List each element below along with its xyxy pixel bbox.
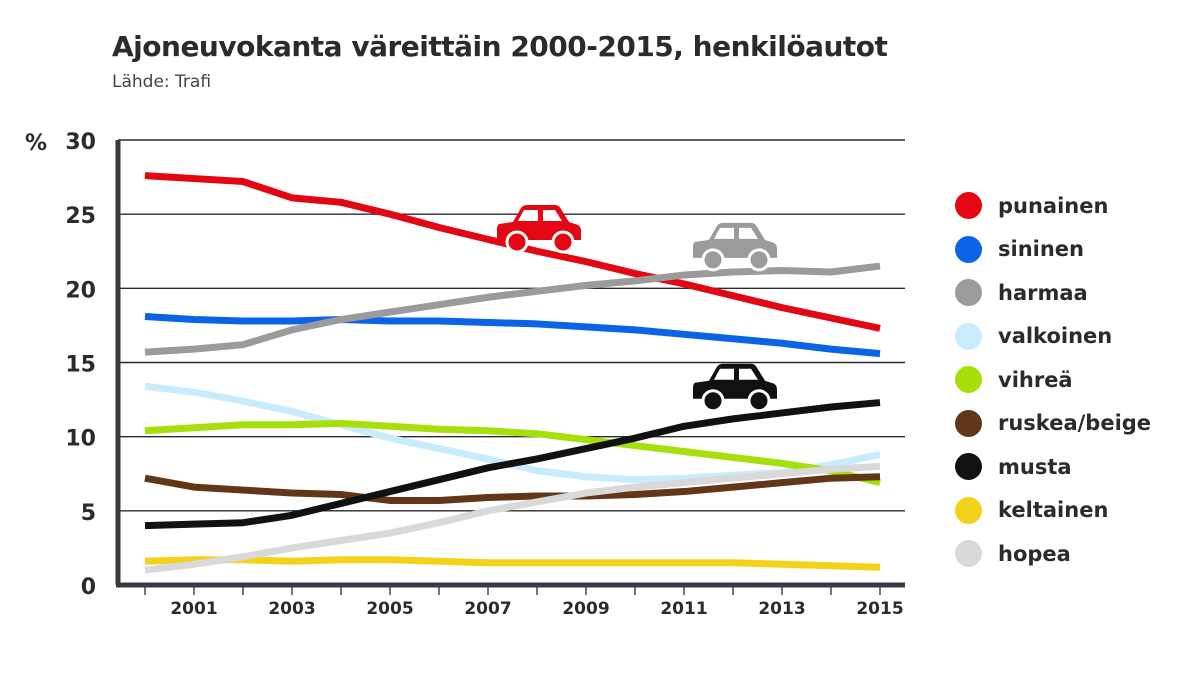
legend-swatch	[955, 496, 982, 524]
legend-swatch	[955, 453, 982, 481]
x-tick-label: 2003	[268, 599, 315, 619]
legend-swatch	[955, 322, 982, 350]
series-line-ruskea-beige	[144, 473, 881, 504]
legend-label: harmaa	[998, 280, 1088, 305]
x-tick-label: 2009	[562, 599, 609, 619]
chart-source: Lähde: Trafi	[112, 72, 212, 92]
legend-label: musta	[998, 454, 1072, 479]
axes	[115, 140, 905, 595]
series-line-harmaa	[144, 262, 881, 356]
legend-swatch	[955, 279, 982, 307]
x-tick-label: 2005	[366, 599, 413, 619]
x-tick-label: 2007	[464, 599, 511, 619]
gray-car-icon	[693, 222, 777, 272]
series-lines	[144, 172, 881, 574]
legend-label: valkoinen	[998, 324, 1113, 349]
x-tick-label: 2013	[758, 599, 805, 619]
y-tick-label: 0	[81, 575, 96, 600]
legend-label: keltainen	[998, 498, 1109, 523]
legend-item: harmaa	[955, 271, 1151, 315]
x-tick-label: 2015	[856, 599, 903, 619]
legend-item: vihreä	[955, 358, 1151, 402]
grid-lines	[118, 139, 905, 512]
chart-title: Ajoneuvokanta väreittäin 2000-2015, henk…	[112, 30, 888, 63]
y-axis-label: %	[25, 131, 47, 156]
legend-label: hopea	[998, 541, 1071, 566]
y-tick-label: 30	[65, 130, 96, 155]
legend-item: hopea	[955, 532, 1151, 576]
y-tick-label: 15	[65, 353, 96, 378]
legend-label: sininen	[998, 237, 1084, 262]
legend-swatch	[955, 192, 982, 220]
series-line-keltainen	[144, 556, 881, 571]
x-tick-label: 2001	[170, 599, 217, 619]
legend-label: punainen	[998, 193, 1109, 218]
y-tick-label: 5	[81, 501, 96, 526]
red-car-icon	[497, 205, 581, 254]
series-line-sininen	[144, 313, 881, 358]
legend-label: vihreä	[998, 367, 1073, 392]
legend-item: musta	[955, 445, 1151, 489]
legend-swatch	[955, 409, 982, 437]
legend-item: ruskea/beige	[955, 402, 1151, 446]
legend-swatch	[955, 540, 982, 568]
series-line-vihre-	[144, 419, 881, 487]
series-line-musta	[144, 399, 881, 530]
legend: punainen sininen harmaa valkoinen vihreä rusk…	[955, 184, 1151, 576]
x-tick-label: 2011	[660, 599, 707, 619]
legend-item: punainen	[955, 184, 1151, 228]
legend-label: ruskea/beige	[998, 411, 1152, 436]
car-icons	[497, 205, 777, 413]
tick-labels: 0 5 10 15 20 25 30 2001 2003 2005 2007 2009 2011 2013…	[65, 130, 903, 619]
series-line-hopea	[144, 462, 881, 574]
legend-swatch	[955, 235, 982, 263]
y-tick-label: 25	[65, 204, 96, 229]
legend-item: keltainen	[955, 489, 1151, 533]
y-tick-label: 10	[65, 427, 96, 452]
legend-swatch	[955, 366, 982, 394]
black-car-icon	[693, 363, 777, 413]
legend-item: sininen	[955, 228, 1151, 272]
y-tick-label: 20	[65, 278, 96, 303]
legend-item: valkoinen	[955, 315, 1151, 359]
